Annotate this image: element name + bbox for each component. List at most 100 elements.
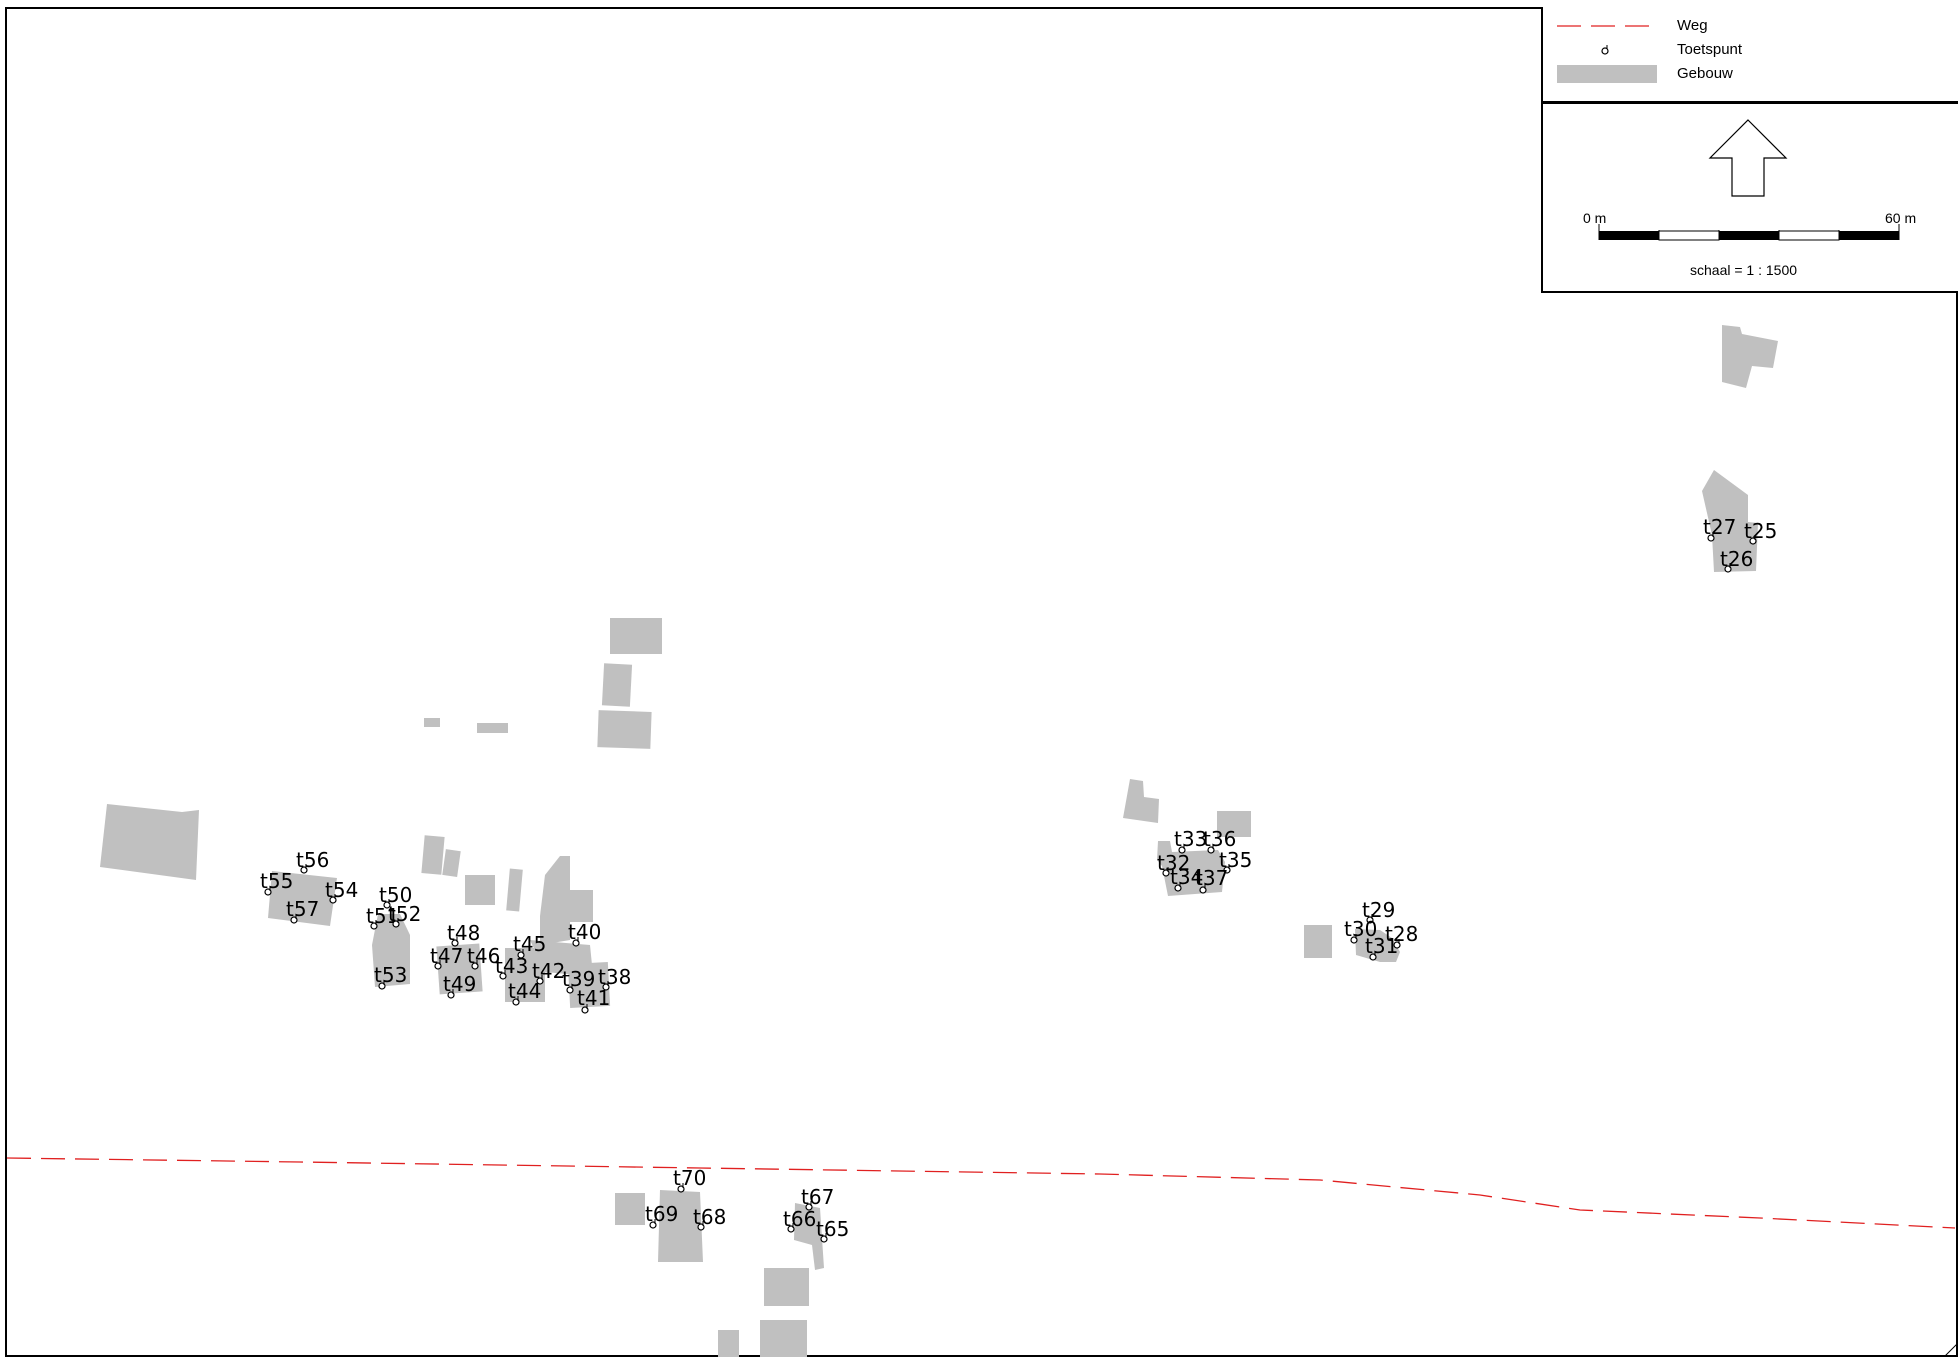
test-point-label: t25	[1744, 519, 1777, 543]
test-point[interactable]: t45	[513, 932, 546, 959]
test-point-label: t47	[430, 944, 463, 968]
test-point[interactable]: t36	[1203, 827, 1236, 854]
test-point-label: t70	[673, 1166, 706, 1190]
test-point[interactable]: t55	[260, 869, 293, 896]
legend-label: Weg	[1677, 17, 1708, 34]
test-point[interactable]: t48	[447, 921, 480, 947]
test-point-label: t35	[1219, 848, 1252, 872]
test-point[interactable]: t30	[1344, 917, 1377, 944]
test-point[interactable]: t70	[673, 1166, 706, 1193]
test-point[interactable]: t38	[598, 965, 631, 991]
building	[597, 710, 652, 749]
test-point[interactable]: t32	[1157, 851, 1190, 877]
building	[658, 1190, 703, 1262]
test-point[interactable]: t27	[1703, 515, 1736, 542]
test-point-label: t41	[577, 986, 610, 1010]
building-swatch-icon	[1557, 65, 1657, 83]
test-point-label: t26	[1720, 547, 1753, 571]
building	[1123, 779, 1159, 823]
test-point[interactable]: t46	[467, 944, 500, 970]
legend-item-building: Gebouw	[1543, 63, 1958, 85]
test-point[interactable]: t37	[1195, 866, 1228, 894]
test-point-label: t29	[1362, 898, 1395, 922]
test-point[interactable]: t33	[1174, 827, 1207, 854]
building	[1355, 929, 1400, 962]
test-point[interactable]: t28	[1385, 922, 1418, 949]
test-point[interactable]: t34	[1170, 865, 1203, 892]
test-point-label: t34	[1170, 865, 1203, 889]
test-point-label: t65	[816, 1217, 849, 1241]
test-point[interactable]: t65	[816, 1217, 849, 1243]
test-point-label: t55	[260, 869, 293, 893]
test-point[interactable]: t42	[532, 959, 565, 985]
building	[1157, 841, 1225, 896]
building	[610, 618, 662, 654]
test-point-label: t67	[801, 1185, 834, 1209]
test-point-label: t37	[1195, 866, 1228, 890]
scale-end-label: 60 m	[1885, 210, 1917, 226]
test-point[interactable]: t35	[1219, 848, 1252, 874]
test-point[interactable]: t25	[1744, 519, 1777, 545]
test-point[interactable]: t54	[325, 878, 358, 904]
building	[718, 1330, 739, 1357]
test-point[interactable]: t52	[388, 902, 421, 928]
building	[567, 961, 611, 1009]
legend-label: Gebouw	[1677, 65, 1733, 82]
building	[421, 835, 445, 875]
test-point[interactable]: t49	[443, 972, 476, 999]
test-point-label: t57	[286, 897, 319, 921]
buildings-layer	[100, 325, 1778, 1357]
test-point-label: t69	[645, 1202, 678, 1226]
test-point[interactable]: t53	[374, 963, 407, 990]
test-point[interactable]: t44	[508, 979, 541, 1006]
test-point-label: t31	[1365, 934, 1398, 958]
test-point-label: t56	[296, 848, 329, 872]
test-point[interactable]: t56	[296, 848, 329, 874]
building	[436, 943, 483, 995]
test-point-label: t68	[693, 1205, 726, 1229]
test-point-icon	[1601, 45, 1609, 55]
test-point-label: t50	[379, 883, 412, 907]
test-point[interactable]: t39	[562, 967, 595, 994]
test-point[interactable]: t47	[430, 944, 463, 970]
building	[372, 914, 410, 987]
test-point[interactable]: t51	[366, 904, 399, 930]
test-point[interactable]: t26	[1720, 547, 1753, 573]
building	[1702, 470, 1758, 572]
building	[540, 856, 570, 945]
building	[100, 804, 199, 880]
test-point[interactable]: t68	[693, 1205, 726, 1231]
legend-item-road: Weg	[1543, 15, 1958, 37]
legend-label: Toetspunt	[1677, 41, 1743, 58]
building	[760, 1320, 807, 1357]
test-point-label: t33	[1174, 827, 1207, 851]
building	[442, 849, 461, 877]
legend-panel: Weg Toetspunt Gebouw	[1541, 7, 1958, 103]
test-point-label: t32	[1157, 851, 1190, 875]
scale-bar	[1598, 224, 1900, 241]
test-point[interactable]: t57	[286, 897, 319, 924]
test-point-label: t44	[508, 979, 541, 1003]
building	[268, 871, 337, 926]
building	[570, 890, 593, 922]
north-scale-panel: 0 m 60 m schaal = 1 : 1500	[1541, 102, 1958, 293]
test-point[interactable]: t29	[1362, 898, 1395, 924]
legend-item-test-point: Toetspunt	[1543, 39, 1958, 61]
test-point-label: t38	[598, 965, 631, 989]
building	[601, 663, 633, 707]
test-point-label: t54	[325, 878, 358, 902]
test-point[interactable]: t66	[783, 1207, 816, 1233]
test-point[interactable]: t67	[801, 1185, 834, 1211]
test-point[interactable]: t50	[379, 883, 412, 909]
test-point[interactable]: t41	[577, 986, 610, 1014]
test-point[interactable]: t69	[645, 1202, 678, 1229]
test-point[interactable]: t40	[568, 920, 601, 947]
building	[1304, 925, 1332, 958]
test-point[interactable]: t31	[1365, 934, 1398, 961]
scale-start-label: 0 m	[1583, 210, 1607, 226]
building	[465, 875, 495, 905]
building	[1217, 811, 1251, 837]
test-point-label: t52	[388, 902, 421, 926]
test-point-label: t42	[532, 959, 565, 983]
